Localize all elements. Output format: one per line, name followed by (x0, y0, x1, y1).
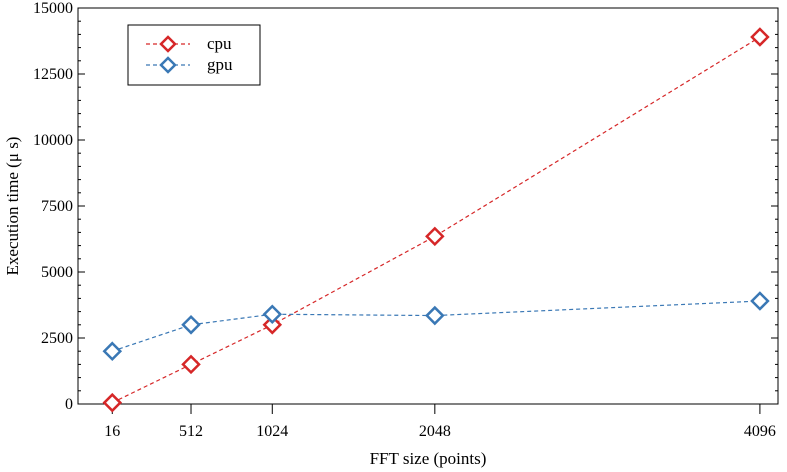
series-line-cpu (112, 36, 761, 404)
legend: cpu gpu (127, 24, 261, 86)
y-tick-label: 0 (65, 396, 73, 413)
x-tick-label: 512 (179, 423, 203, 440)
y-axis: 0 2500 5000 7500 10000 12500 15000 (33, 0, 778, 413)
x-tick-label: 16 (104, 423, 120, 440)
x-tick-label: 4096 (744, 423, 776, 440)
legend-item-gpu: gpu (146, 55, 233, 74)
y-tick-label: 5000 (41, 264, 73, 281)
data-point-cpu (102, 392, 123, 413)
data-point-cpu (750, 27, 770, 47)
data-point-cpu (181, 354, 201, 375)
x-axis-title: FFT size (points) (370, 449, 487, 468)
legend-box (127, 24, 261, 86)
data-point-gpu (181, 315, 201, 335)
data-point-cpu (425, 226, 445, 247)
x-tick-label: 2048 (419, 423, 451, 440)
data-point-gpu (102, 341, 123, 361)
series-layer (102, 27, 770, 413)
data-point-gpu (425, 305, 445, 326)
series-cpu (102, 27, 770, 413)
y-tick-label: 12500 (33, 66, 73, 83)
legend-item-cpu: cpu (146, 34, 232, 53)
x-tick-label: 1024 (256, 423, 288, 440)
data-point-cpu (262, 315, 283, 335)
y-axis-title: Execution time (μ s) (3, 137, 22, 276)
data-point-gpu (750, 291, 770, 311)
data-point-gpu (262, 304, 283, 325)
y-tick-label: 10000 (33, 132, 73, 149)
y-tick-label: 15000 (33, 0, 73, 17)
legend-marker (159, 56, 177, 74)
y-tick-label: 7500 (41, 198, 73, 215)
series-gpu (102, 291, 770, 361)
legend-marker (159, 35, 177, 53)
x-axis: 16 512 1024 2048 4096 (104, 404, 776, 440)
legend-label: cpu (207, 34, 232, 53)
legend-label: gpu (207, 55, 233, 74)
y-tick-label: 2500 (41, 330, 73, 347)
